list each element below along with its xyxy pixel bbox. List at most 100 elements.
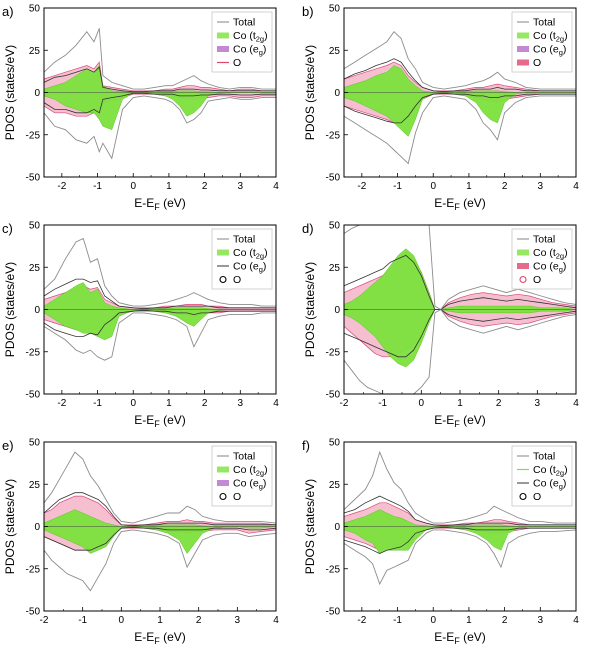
y-tick-label: 50	[29, 438, 41, 449]
panel-label: e)	[2, 438, 14, 453]
legend-label: Co (eg)	[233, 261, 266, 275]
legend-label: Total	[233, 234, 255, 246]
legend-swatch	[217, 480, 229, 486]
y-tick-label: -25	[326, 347, 341, 358]
x-tick-label: 4	[273, 615, 279, 626]
x-axis-label: E-EF (eV)	[434, 196, 486, 212]
y-tick-label: 0	[334, 88, 340, 99]
y-axis-label: PDOS (states/eV)	[303, 479, 317, 574]
x-tick-label: 0	[130, 398, 136, 409]
x-tick-label: 4	[573, 615, 579, 626]
legend-swatch	[217, 466, 229, 473]
y-tick-label: -25	[326, 130, 341, 141]
x-tick-label: -2	[40, 615, 49, 626]
x-tick-label: 2	[502, 615, 508, 626]
x-tick-label: 2	[202, 181, 208, 192]
x-tick-label: 2	[202, 398, 208, 409]
legend-swatch	[517, 46, 529, 52]
x-tick-label: 3	[235, 615, 241, 626]
series-total-up-line	[43, 237, 276, 307]
y-tick-label: 0	[334, 305, 340, 316]
legend-label: Co (t2g)	[233, 464, 268, 478]
legend-label: Co (t2g)	[533, 30, 568, 44]
series-o-up-line	[343, 495, 576, 527]
x-tick-label: 3	[238, 398, 244, 409]
y-tick-label: 25	[29, 46, 41, 57]
legend-label: Co (eg)	[233, 44, 266, 58]
x-axis-label: E-EF (eV)	[134, 196, 186, 212]
x-tick-label: -1	[393, 181, 402, 192]
legend-label: Co (eg)	[233, 478, 266, 492]
x-tick-label: -2	[357, 615, 366, 626]
legend-label: Total	[533, 17, 555, 29]
y-tick-label: -50	[326, 607, 341, 618]
legend-swatch	[217, 46, 229, 52]
x-tick-label: 0	[419, 398, 425, 409]
series-o-down-line	[343, 92, 576, 124]
legend-label: Total	[533, 451, 555, 463]
legend-label: Total	[233, 451, 255, 463]
legend-swatch	[517, 263, 529, 269]
y-tick-label: 25	[329, 480, 341, 491]
x-tick-label: 0	[430, 181, 436, 192]
x-tick-label: -2	[57, 398, 66, 409]
legend-swatch	[517, 32, 529, 39]
series-o-down-line	[43, 309, 276, 337]
series-o-up-line	[343, 58, 576, 93]
y-tick-label: 0	[34, 305, 40, 316]
x-tick-label: -1	[93, 181, 102, 192]
series-total-down-line	[343, 95, 576, 165]
x-tick-label: 0	[130, 181, 136, 192]
y-tick-label: -50	[326, 390, 341, 401]
y-tick-label: 50	[29, 4, 41, 15]
legend-label: Co (t2g)	[533, 464, 568, 478]
x-tick-label: 3	[238, 181, 244, 192]
series-total-up-line	[343, 31, 576, 90]
series-total-down-line	[343, 529, 577, 586]
y-tick-label: -50	[26, 390, 41, 401]
series-o-up-line	[43, 492, 276, 527]
series-co-t2g-area	[43, 509, 277, 554]
legend-label: O	[533, 491, 541, 503]
legend-swatch	[517, 59, 529, 66]
panel-f: -2 -1 0 1 2 3 4 -50 -25 0 25 50 E-EF (eV) PDOS (state…	[302, 438, 579, 647]
x-tick-label: -2	[340, 398, 349, 409]
x-tick-label: -1	[393, 615, 402, 626]
legend-label: O	[233, 57, 241, 69]
series-total-down-line	[43, 95, 276, 160]
legend-swatch	[519, 275, 527, 284]
series-o-down-line	[43, 92, 276, 114]
series-total-up-line	[43, 451, 277, 524]
y-axis-label: PDOS (states/eV)	[3, 262, 17, 357]
x-tick-label: 4	[573, 181, 579, 192]
x-axis-label: E-EF (eV)	[434, 413, 486, 429]
series-total-up-line	[343, 450, 576, 524]
x-tick-label: 2	[196, 615, 202, 626]
y-axis-label: PDOS (states/eV)	[3, 45, 17, 140]
panel-e: -2 -1 0 1 2 3 4 -50 -25 0 25 50 E-EF (eV) PDOS (state…	[2, 438, 279, 647]
legend-label: Co (eg)	[533, 44, 566, 58]
y-tick-label: 25	[29, 263, 41, 274]
legend-label: Co (eg)	[533, 261, 566, 275]
y-axis-label: PDOS (states/eV)	[303, 45, 317, 140]
x-tick-label: -2	[57, 181, 66, 192]
panel-d: -2 -1 0 1 2 3 4 -50 -25 0 25 50 E-EF (eV) PDOS (state…	[302, 221, 579, 430]
legend-swatch	[519, 492, 527, 501]
panel-label: d)	[302, 221, 314, 236]
series-o-up-line	[43, 278, 276, 310]
x-axis-label: E-EF (eV)	[134, 630, 186, 646]
y-tick-label: -25	[326, 564, 341, 575]
x-tick-label: 2	[496, 398, 502, 409]
x-tick-label: 1	[466, 181, 472, 192]
x-tick-label: 4	[273, 398, 279, 409]
x-tick-label: 1	[466, 615, 472, 626]
x-tick-label: 3	[538, 181, 544, 192]
y-tick-label: 0	[34, 88, 40, 99]
series-total-down-line	[43, 529, 277, 592]
y-tick-label: -25	[26, 130, 41, 141]
y-tick-label: -25	[26, 564, 41, 575]
y-axis-label: PDOS (states/eV)	[3, 479, 17, 574]
legend-label: O	[233, 274, 241, 286]
x-tick-label: -1	[378, 398, 387, 409]
legend-label: Co (eg)	[533, 478, 566, 492]
